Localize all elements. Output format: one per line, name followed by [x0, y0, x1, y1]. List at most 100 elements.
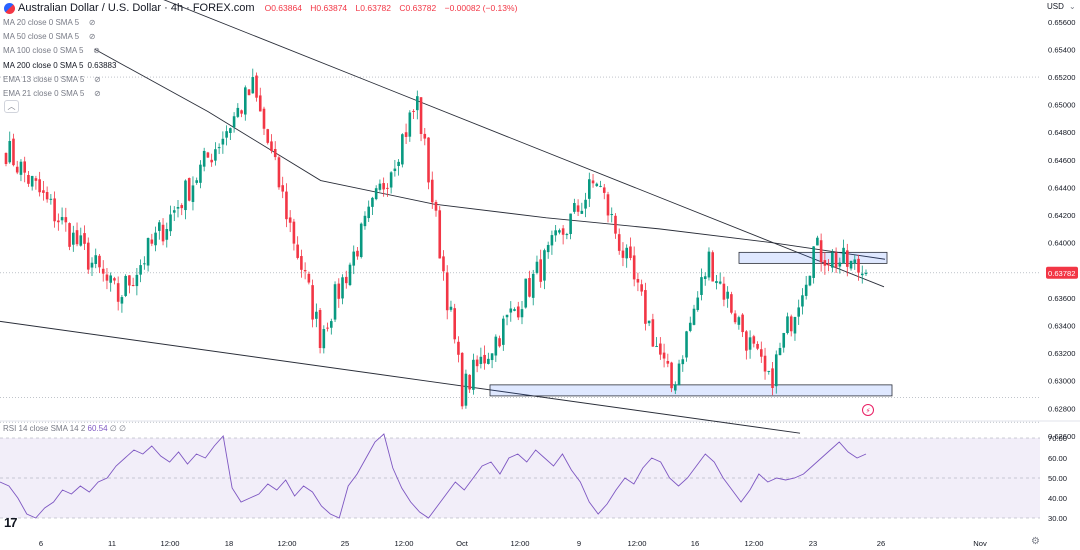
rsi-tick-label: 40.00 [1048, 494, 1067, 503]
low-value: L0.63782 [355, 3, 391, 13]
candle-down [438, 210, 442, 259]
candle-down [292, 221, 296, 244]
eye-hidden-icon[interactable]: ⊘ [88, 17, 96, 27]
time-tick-label: 23 [809, 539, 817, 548]
candle-up [490, 353, 494, 361]
candle-up [232, 116, 236, 128]
candle-down [247, 89, 251, 96]
chevron-down-icon[interactable]: ⌄ [1069, 2, 1076, 11]
descending-trendline [163, 0, 885, 288]
candle-down [68, 223, 71, 247]
candle-up [19, 161, 23, 175]
candle-down [722, 283, 726, 300]
candle-down [356, 250, 359, 257]
candle-down [255, 75, 258, 98]
candle-down [621, 250, 625, 258]
indicator-ma20[interactable]: MA 20 close 0 SMA 5 ⊘ [3, 17, 96, 27]
candle-up [371, 197, 374, 207]
indicator-ema13[interactable]: EMA 13 close 0 SMA 5 ⊘ [3, 74, 101, 84]
candle-down [453, 308, 456, 340]
candle-up [60, 217, 64, 221]
candle-down [745, 331, 748, 351]
candle-down [763, 355, 767, 372]
candle-up [580, 210, 584, 214]
candle-up [569, 213, 572, 235]
candle-down [161, 224, 165, 242]
candle-up [797, 307, 800, 317]
candle-down [430, 179, 434, 203]
candle-up [30, 175, 34, 187]
candle-down [789, 316, 793, 332]
collapse-legend-button[interactable]: ︿ [4, 100, 19, 113]
candle-up [225, 131, 228, 138]
support-zone [489, 384, 893, 397]
candle-down [662, 352, 666, 359]
candle-down [614, 215, 617, 234]
candle-up [677, 363, 681, 386]
rsi-legend[interactable]: RSI 14 close SMA 14 2 60.54 ∅ ∅ [3, 424, 126, 433]
candle-up [158, 222, 161, 231]
price-tick-label: 0.64600 [1048, 156, 1075, 165]
candle-down [741, 314, 744, 333]
candle-up [124, 276, 127, 296]
chart-header: Australian Dollar / U.S. Dollar · 4h · F… [4, 1, 517, 15]
candle-down [632, 255, 636, 280]
candle-down [326, 327, 329, 329]
candle-down [483, 354, 486, 364]
candle-down [240, 110, 243, 114]
candle-down [303, 270, 307, 272]
eye-hidden-icon[interactable]: ⊘ [93, 46, 100, 56]
time-tick-label: 12:00 [160, 539, 179, 548]
candle-down [834, 252, 838, 268]
candle-down [651, 319, 655, 347]
time-tick-label: 26 [877, 539, 885, 548]
candle-up [703, 276, 707, 279]
indicator-ema21[interactable]: EMA 21 close 0 SMA 5 ⊘ [3, 89, 101, 99]
candle-up [674, 384, 677, 391]
candle-up [472, 359, 475, 390]
indicator-ma50[interactable]: MA 50 close 0 SMA 5 ⊘ [3, 31, 96, 41]
candle-up [389, 172, 393, 188]
candle-up [737, 317, 741, 325]
candle-up [154, 232, 157, 246]
candle-up [793, 317, 797, 334]
candle-down [187, 178, 191, 201]
candle-up [778, 347, 782, 356]
candle-down [86, 242, 90, 270]
price-tick-label: 0.62800 [1048, 404, 1075, 413]
candle-down [98, 255, 101, 268]
candle-up [838, 262, 842, 267]
rsi-tick-label: 50.00 [1048, 474, 1067, 483]
candle-up [363, 215, 367, 227]
candle-up [214, 149, 217, 161]
candle-up [146, 237, 150, 266]
eye-hidden-icon[interactable]: ⊘ [94, 89, 101, 99]
indicator-ma200[interactable]: MA 200 close 0 SMA 5 0.63883 [3, 60, 117, 70]
rsi-tick-label: 30.00 [1048, 514, 1067, 523]
rsi-axis: 70.00 60.00 50.00 40.00 30.00 [1048, 434, 1067, 523]
time-axis: 6 11 12:00 18 12:00 25 12:00 Oct 12:00 9 12:00 16 12… [39, 539, 987, 548]
eye-hidden-icon[interactable]: ⊘ [88, 31, 96, 41]
rsi-value: 60.54 [87, 424, 108, 433]
candle-down [756, 343, 759, 349]
candle-up [647, 320, 651, 324]
currency-selector[interactable]: USD [1047, 2, 1064, 11]
candle-down [206, 152, 210, 158]
candle-up [401, 134, 404, 165]
candle-up [726, 291, 729, 299]
candle-up [172, 210, 176, 213]
candle-down [270, 141, 273, 151]
price-tick-label: 0.64800 [1048, 128, 1075, 137]
candle-up [176, 207, 180, 209]
eye-hidden-icon[interactable]: ⊘ [94, 74, 101, 84]
symbol-title[interactable]: Australian Dollar / U.S. Dollar · 4h · F… [18, 2, 255, 14]
gear-icon[interactable]: ⚙ [1031, 536, 1040, 547]
candle-down [116, 283, 120, 302]
candle-up [449, 306, 453, 310]
price-tick-label: 0.62600 [1048, 432, 1075, 441]
indicator-ma100[interactable]: MA 100 close 0 SMA 5 ⊘ [3, 46, 100, 56]
last-price-label: 0.63782 [1048, 269, 1075, 278]
candle-up [864, 272, 868, 274]
candle-up [352, 251, 356, 266]
